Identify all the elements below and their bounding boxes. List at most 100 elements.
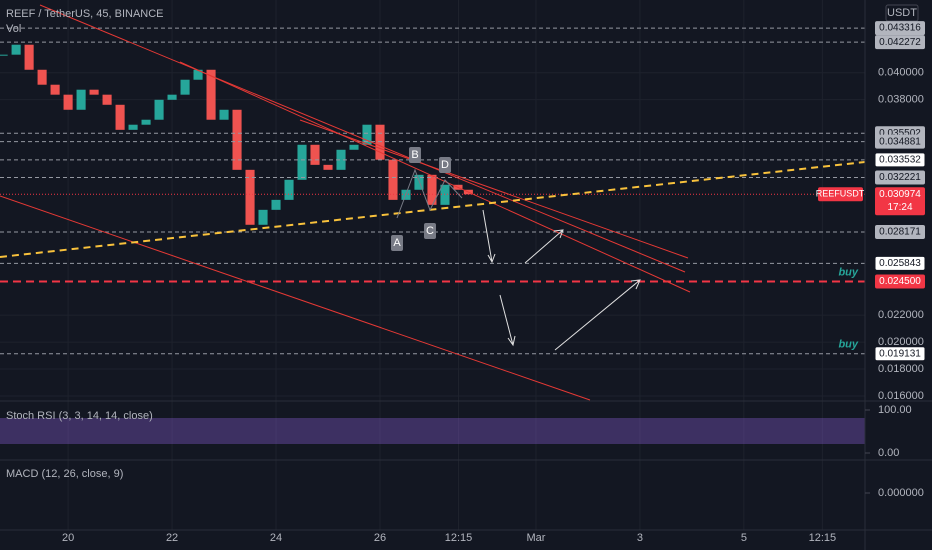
channel-line xyxy=(0,195,591,401)
candle xyxy=(50,84,60,95)
candle xyxy=(193,69,203,80)
candle xyxy=(37,69,47,85)
price-tag-label: 0.025843 xyxy=(879,258,921,269)
candle xyxy=(427,174,437,205)
indicator-title: MACD (12, 26, close, 9) xyxy=(6,468,123,480)
candle xyxy=(89,89,99,95)
candle xyxy=(63,94,73,110)
price-tag-label: 0.043316 xyxy=(879,23,921,34)
y-tick-label: 0.020000 xyxy=(878,336,924,348)
price-tag-label: 0.024500 xyxy=(879,276,921,287)
candle xyxy=(271,199,281,210)
price-tag xyxy=(875,274,925,289)
candle xyxy=(362,124,372,145)
y-tick-label: 0.016000 xyxy=(878,390,924,402)
countdown: 17:24 xyxy=(887,202,912,213)
stoch-band xyxy=(0,418,865,444)
candle xyxy=(11,44,21,55)
candle xyxy=(24,44,34,70)
currency[interactable]: USDT xyxy=(887,7,917,19)
price-tag xyxy=(874,346,926,362)
indicator-tick-label: 100.00 xyxy=(878,404,912,416)
last-price-label: 0.030974 xyxy=(879,189,921,200)
candle xyxy=(323,164,333,170)
y-tick-label: 0.038000 xyxy=(878,94,924,106)
candle xyxy=(219,109,229,120)
pattern-box xyxy=(424,223,436,239)
price-tag xyxy=(874,255,926,271)
price-tag-label: 0.028171 xyxy=(879,227,921,238)
pattern-box xyxy=(439,157,451,173)
x-tick-label: 12:15 xyxy=(445,532,473,544)
indicator-labels: Stoch RSI (3, 3, 14, 14, close) 100.00 0.0… xyxy=(6,404,924,499)
arrows xyxy=(482,209,641,351)
x-tick-label: 22 xyxy=(166,532,178,544)
x-tick-label: 12:15 xyxy=(809,532,837,544)
candle xyxy=(232,109,242,170)
level-note: buy xyxy=(838,266,858,278)
pattern-label: B xyxy=(411,149,418,161)
pattern-box xyxy=(409,147,421,163)
price-tag xyxy=(875,21,925,36)
price-tag xyxy=(874,152,926,168)
symbol-title: REEF / TetherUS, 45, BINANCE xyxy=(6,8,164,20)
x-tick-label: 24 xyxy=(270,532,282,544)
x-tick-label: Mar xyxy=(526,532,545,544)
y-tick-label: 0.040000 xyxy=(878,67,924,79)
candle xyxy=(284,179,294,200)
candle xyxy=(180,79,190,95)
pattern-label: A xyxy=(393,237,401,249)
pattern-label: C xyxy=(426,225,434,237)
candle xyxy=(167,94,177,100)
pattern-label: D xyxy=(441,159,449,171)
support-line xyxy=(0,161,866,258)
candle xyxy=(440,184,450,205)
candle xyxy=(414,174,424,190)
indicator-title: Stoch RSI (3, 3, 14, 14, close) xyxy=(6,410,153,422)
volume-label: Vol xyxy=(6,23,21,35)
candle xyxy=(141,119,151,125)
price-tag-label: 0.033532 xyxy=(879,154,921,165)
pattern-box xyxy=(391,235,403,251)
candle xyxy=(115,104,125,130)
price-tag-label: 0.042272 xyxy=(879,37,921,48)
arrow xyxy=(499,294,516,347)
candle xyxy=(154,99,164,120)
price-tag xyxy=(875,225,925,240)
candle xyxy=(349,144,359,150)
price-tag-label: 0.034881 xyxy=(879,136,921,147)
arrow xyxy=(482,209,496,264)
indicator-tick-label: 0.000000 xyxy=(878,487,924,499)
candle xyxy=(336,149,346,170)
price-tag xyxy=(875,170,925,185)
arrow xyxy=(524,229,564,264)
x-tick-label: 5 xyxy=(741,532,747,544)
price-tag xyxy=(875,134,925,149)
last-price-name: REEFUSDT xyxy=(816,189,865,199)
candle xyxy=(258,209,268,225)
channel-line xyxy=(179,61,691,293)
price-tag-label: 0.019131 xyxy=(879,348,921,359)
candle xyxy=(128,124,138,130)
indicator-tick-label: 0.00 xyxy=(878,447,899,459)
level-note: buy xyxy=(838,339,858,351)
pattern-line xyxy=(396,168,463,219)
trend-lines xyxy=(0,4,691,401)
pattern-labels: A B C D xyxy=(391,147,451,251)
channel-line xyxy=(299,119,689,259)
channel-line xyxy=(39,4,686,273)
y-tick-label: 0.022000 xyxy=(878,309,924,321)
last-price-tag xyxy=(818,187,863,202)
candle xyxy=(297,144,307,180)
price-tag xyxy=(875,35,925,50)
arrow xyxy=(554,279,641,351)
x-tick-label: 3 xyxy=(637,532,643,544)
candle xyxy=(206,69,216,120)
price-tag-label: 0.035502 xyxy=(879,128,921,139)
x-tick-label: 26 xyxy=(374,532,386,544)
candle xyxy=(76,89,86,110)
candle xyxy=(102,94,112,105)
currency-box[interactable] xyxy=(885,4,919,22)
